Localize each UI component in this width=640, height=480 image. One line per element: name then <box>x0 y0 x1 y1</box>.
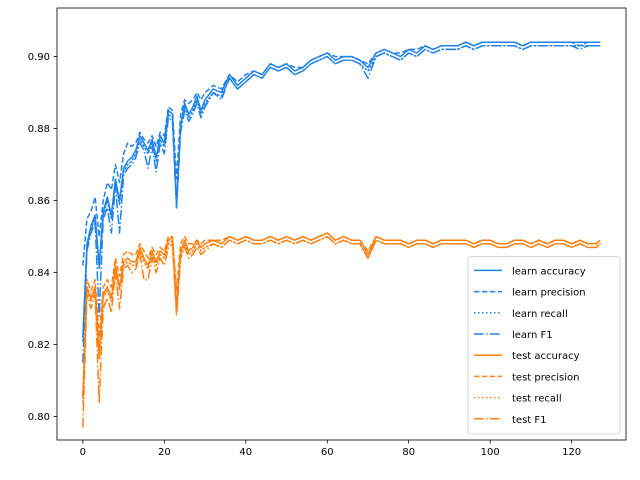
x-tick-label: 0 <box>80 447 86 458</box>
x-axis: 0 20 40 60 80 100 120 <box>80 440 581 458</box>
y-tick-label: 0.90 <box>28 52 50 63</box>
x-tick-label: 120 <box>562 447 581 458</box>
legend-label: test recall <box>512 394 562 405</box>
series-line-learn-f1 <box>82 45 601 363</box>
legend-label: test F1 <box>512 415 547 426</box>
series-line-learn-precision <box>82 41 601 266</box>
y-tick-label: 0.80 <box>28 412 50 423</box>
x-tick-label: 60 <box>321 447 334 458</box>
series-layer <box>82 41 601 428</box>
x-tick-label: 100 <box>481 447 500 458</box>
series-line-test-f1 <box>82 235 601 428</box>
y-tick-label: 0.84 <box>28 268 50 279</box>
legend-label: test accuracy <box>512 351 580 362</box>
legend-label: learn precision <box>512 288 586 299</box>
x-tick-label: 20 <box>158 447 171 458</box>
y-tick-label: 0.86 <box>28 196 50 207</box>
y-tick-label: 0.88 <box>28 124 50 135</box>
legend-label: learn accuracy <box>512 266 586 277</box>
series-line-test-precision <box>82 232 601 396</box>
plot-area-frame <box>56 7 627 441</box>
x-tick-label: 80 <box>402 447 415 458</box>
legend-label: test precision <box>512 372 580 383</box>
legend-frame <box>467 255 621 435</box>
legend: learn accuracy learn precision learn recal… <box>467 255 621 435</box>
y-axis: 0.80 0.82 0.84 0.86 0.88 0.90 <box>28 52 57 423</box>
x-tick-label: 40 <box>239 447 252 458</box>
legend-label: learn F1 <box>512 330 553 341</box>
legend-label: learn recall <box>512 309 568 320</box>
y-tick-label: 0.82 <box>28 340 50 351</box>
